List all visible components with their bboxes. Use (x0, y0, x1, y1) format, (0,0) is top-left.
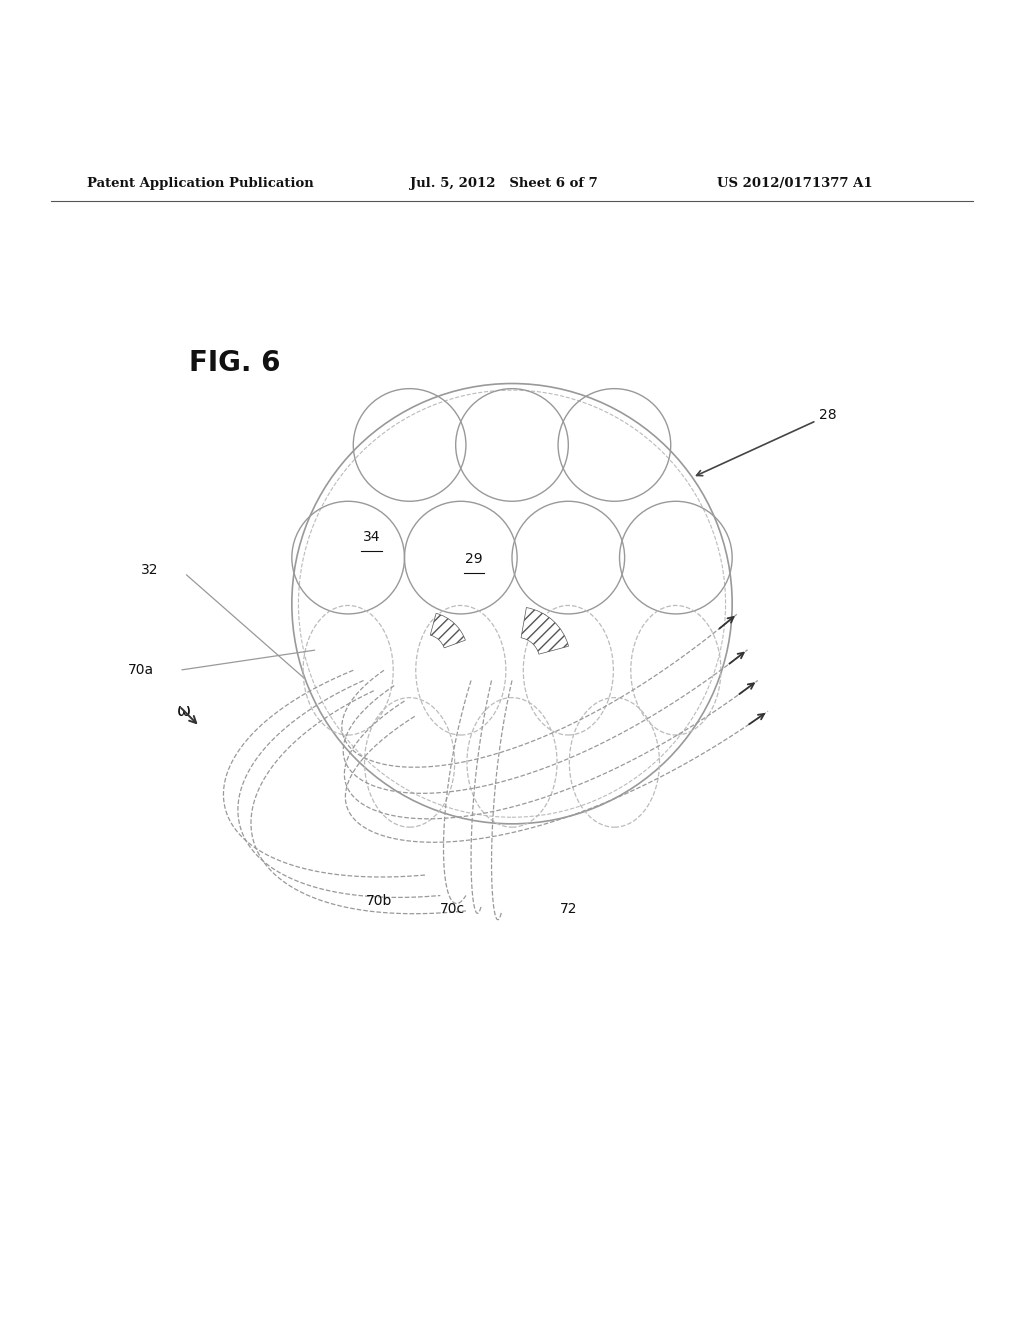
Text: ω: ω (177, 702, 191, 721)
Text: 72: 72 (559, 902, 578, 916)
Text: 34: 34 (362, 531, 381, 544)
Wedge shape (521, 607, 568, 655)
Text: FIG. 6: FIG. 6 (189, 348, 281, 378)
Text: 70c: 70c (440, 902, 465, 916)
Text: 70b: 70b (366, 894, 392, 908)
Text: 70a: 70a (127, 663, 154, 677)
Wedge shape (430, 614, 465, 648)
Text: 28: 28 (696, 408, 837, 475)
Text: 32: 32 (141, 562, 159, 577)
Text: Patent Application Publication: Patent Application Publication (87, 177, 313, 190)
Text: US 2012/0171377 A1: US 2012/0171377 A1 (717, 177, 872, 190)
Text: Jul. 5, 2012   Sheet 6 of 7: Jul. 5, 2012 Sheet 6 of 7 (410, 177, 597, 190)
Text: 29: 29 (465, 552, 483, 566)
